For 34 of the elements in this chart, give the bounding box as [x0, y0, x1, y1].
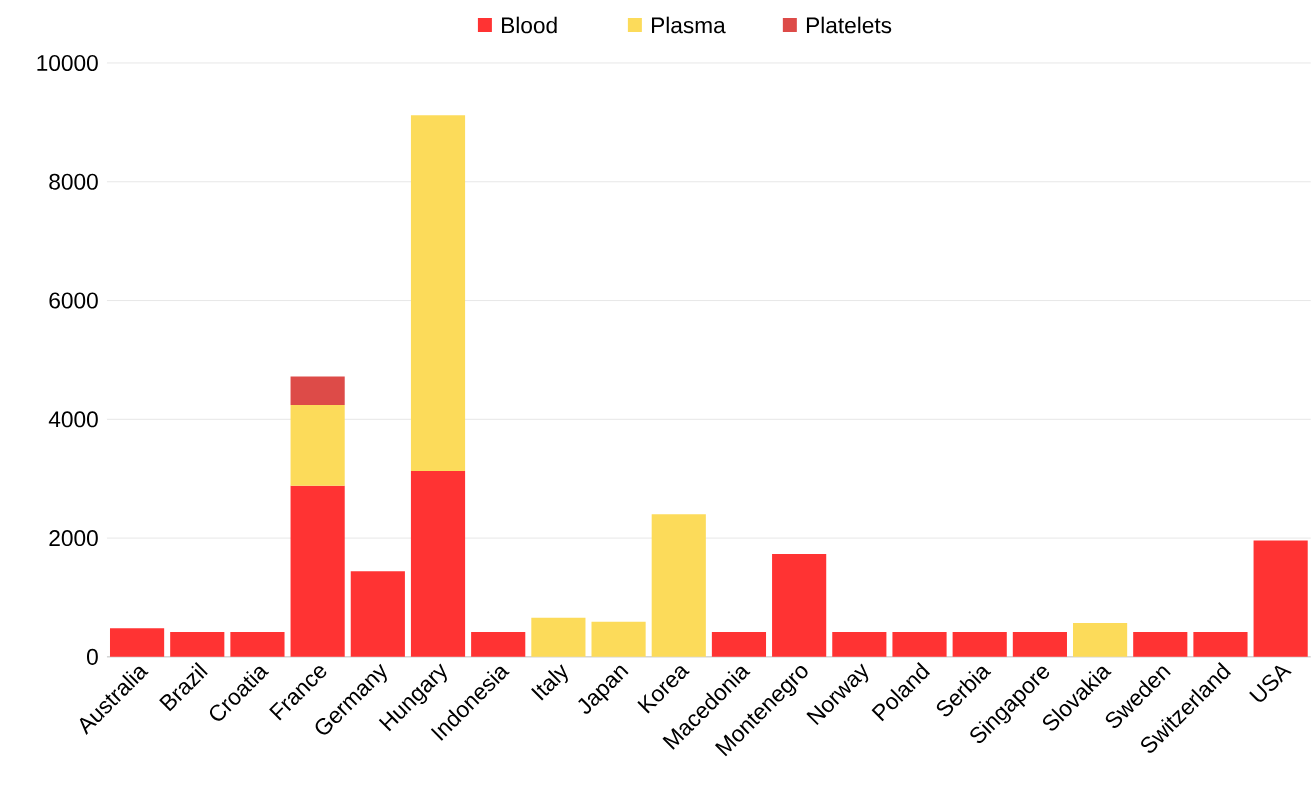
- bar: [410, 115, 466, 472]
- x-tick-label: Italy: [531, 664, 568, 701]
- y-tick-label: 8000: [49, 173, 98, 190]
- bar: [1012, 631, 1067, 657]
- bar: [952, 631, 1007, 657]
- bar: [170, 631, 225, 657]
- y-tick-label: 10000: [37, 55, 98, 72]
- bar: [1253, 540, 1308, 657]
- y-tick-label: 0: [86, 648, 98, 665]
- bar: [531, 617, 586, 657]
- bar: [591, 621, 646, 657]
- bar: [290, 376, 345, 406]
- bar: [892, 631, 947, 657]
- bar: [651, 514, 706, 657]
- bar: [290, 485, 345, 657]
- bar: [711, 631, 767, 657]
- bar: [230, 631, 285, 657]
- legend-label: Plasma: [652, 16, 726, 34]
- bar: [1193, 631, 1248, 657]
- bar: [1073, 623, 1128, 657]
- y-tick-label: 4000: [48, 411, 98, 428]
- bar: [772, 554, 827, 657]
- bar: [109, 628, 165, 657]
- legend-label: Blood: [502, 16, 557, 34]
- y-tick-label: 2000: [49, 530, 98, 547]
- bar: [290, 405, 345, 486]
- bar: [471, 631, 526, 657]
- bar: [832, 631, 887, 657]
- legend-label: Platelets: [806, 16, 892, 34]
- bar: [410, 471, 466, 657]
- y-tick-label: 6000: [49, 292, 98, 309]
- x-tick-label: USA: [1249, 665, 1292, 702]
- bar: [350, 571, 405, 657]
- bar: [1133, 631, 1188, 657]
